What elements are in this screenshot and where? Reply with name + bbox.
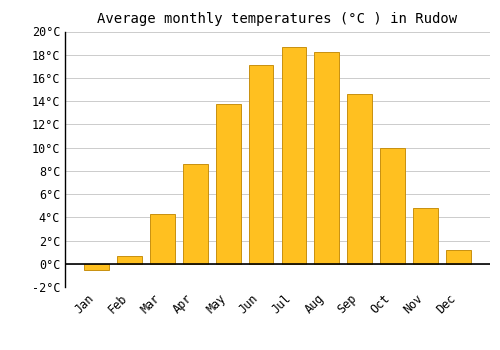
Bar (282, 47, 306, 264)
Bar (413, 208, 438, 264)
Bar (314, 52, 339, 264)
Bar (380, 148, 405, 264)
Bar (117, 256, 142, 264)
Bar (150, 214, 174, 264)
Bar (348, 94, 372, 264)
Title: Average monthly temperatures (°C ) in Rudow: Average monthly temperatures (°C ) in Ru… (98, 12, 458, 26)
Bar (183, 164, 208, 264)
Bar (248, 65, 274, 264)
Bar (84, 264, 109, 270)
Bar (446, 250, 470, 264)
Bar (216, 104, 240, 264)
